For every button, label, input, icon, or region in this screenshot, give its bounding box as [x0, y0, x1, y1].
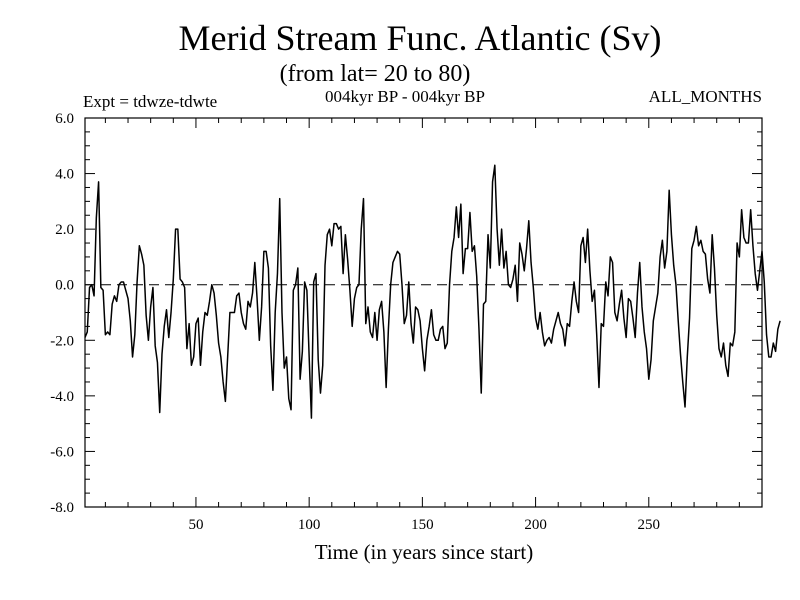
experiment-label: Expt = tdwze-tdwte	[83, 92, 218, 111]
x-axis-label: Time (in years since start)	[314, 540, 534, 564]
chart-subtitle: (from lat= 20 to 80)	[279, 61, 471, 87]
plot-frame	[84, 117, 763, 508]
chart-title: Merid Stream Func. Atlantic (Sv)	[178, 18, 662, 58]
y-tick-label: -6.0	[50, 444, 74, 460]
y-tick-label: 0.0	[55, 278, 74, 294]
y-tick-label: -2.0	[50, 333, 74, 349]
x-tick-label: 50	[188, 517, 203, 533]
x-tick-label: 200	[524, 517, 547, 533]
y-tick-label: 6.0	[55, 111, 74, 127]
period-label: 004kyr BP - 004kyr BP	[325, 87, 485, 106]
x-tick-label: 250	[638, 517, 661, 533]
y-tick-label: 2.0	[55, 222, 74, 238]
months-label: ALL_MONTHS	[648, 87, 762, 106]
x-tick-label: 150	[411, 517, 434, 533]
y-tick-label: -8.0	[50, 500, 74, 516]
y-tick-label: -4.0	[50, 389, 74, 405]
y-tick-label: 4.0	[55, 167, 74, 183]
series-line	[84, 164, 781, 419]
x-tick-label: 100	[298, 517, 321, 533]
